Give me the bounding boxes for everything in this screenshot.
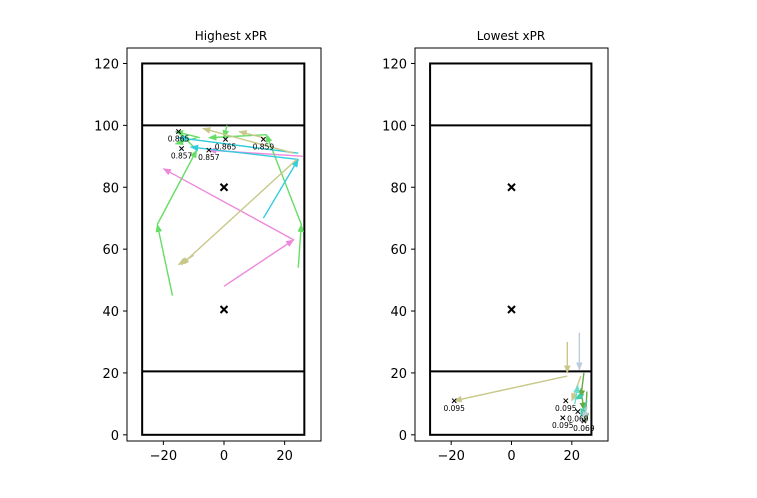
x-tick-label: 0 — [220, 449, 228, 464]
axes-frame — [126, 47, 322, 442]
x-tick-label: 20 — [276, 449, 293, 464]
y-tick-label: 20 — [390, 367, 407, 382]
shot-marker — [260, 136, 266, 142]
shot-xpr-label: 0.069 — [567, 415, 589, 424]
pass-arrow — [156, 149, 198, 225]
shot-xpr-label: 0.095 — [555, 404, 577, 413]
y-tick-label: 80 — [102, 181, 119, 196]
shot-marker — [581, 418, 587, 424]
shot-marker — [179, 146, 185, 152]
chart-panel-highest-xpr: Highest xPR −20 0 20 0 20 40 60 80 100 120 0.865 0.… — [94, 29, 322, 464]
pass-arrow — [201, 127, 294, 154]
shot-xpr-label: 0.857 — [198, 153, 220, 162]
court-spot-marker — [507, 305, 516, 314]
shot-marker — [175, 128, 182, 135]
court-spot-marker — [219, 305, 229, 314]
y-tick-label: 120 — [94, 57, 119, 72]
pass-arrow — [582, 406, 589, 421]
court-outline — [141, 62, 306, 436]
pass-arrow — [238, 130, 264, 139]
pass-arrow — [162, 168, 295, 241]
x-tick-label: −20 — [437, 449, 464, 464]
shot-marker — [575, 409, 581, 415]
y-tick-label: 60 — [390, 243, 407, 258]
pass-arrow — [177, 135, 299, 154]
shot-xpr-label: 0.857 — [171, 152, 193, 161]
shot-marker — [563, 398, 569, 404]
pass-arrow — [189, 144, 299, 161]
x-tick-label: 20 — [564, 449, 581, 464]
y-tick-label: 0 — [399, 429, 407, 444]
x-tick-label: −20 — [150, 449, 177, 464]
pass-arrow — [262, 158, 299, 219]
court-spot-marker — [219, 183, 229, 192]
pass-arrow — [580, 400, 588, 418]
chart-title: Lowest xPR — [477, 29, 545, 43]
pass-arrow — [222, 125, 230, 139]
y-tick-label: 60 — [102, 243, 119, 258]
shot-marker — [222, 136, 229, 142]
shot-xpr-label: 0.069 — [573, 424, 595, 433]
x-tick-label: 0 — [507, 449, 515, 464]
court-outline — [429, 62, 593, 436]
pass-arrow — [297, 223, 305, 268]
pass-arrow — [208, 133, 267, 141]
y-tick-label: 80 — [390, 181, 407, 196]
pass-arrow — [180, 158, 298, 266]
shot-marker — [451, 398, 457, 404]
pass-arrow — [223, 239, 295, 287]
shot-marker — [560, 415, 566, 421]
pass-arrow — [177, 254, 195, 266]
y-tick-label: 20 — [102, 367, 119, 382]
y-tick-label: 40 — [102, 305, 119, 320]
pass-arrow — [573, 384, 580, 404]
pass-arrow — [155, 223, 174, 296]
shot-xpr-label: 0.095 — [443, 404, 465, 413]
shot-xpr-label: 0.095 — [552, 421, 574, 430]
shot-xpr-label: 0.865 — [215, 142, 237, 151]
chart-title: Highest xPR — [195, 29, 267, 43]
y-tick-label: 0 — [111, 429, 119, 444]
y-tick-label: 100 — [382, 119, 407, 134]
y-tick-label: 100 — [94, 119, 119, 134]
shot-xpr-label: 0.865 — [168, 135, 190, 144]
y-tick-label: 40 — [390, 305, 407, 320]
pass-arrow — [453, 375, 568, 403]
shot-xpr-label: 0.859 — [253, 142, 275, 151]
court-spot-marker — [507, 183, 516, 192]
y-tick-label: 120 — [382, 57, 407, 72]
pass-arrow — [579, 388, 587, 411]
shot-marker — [206, 147, 212, 153]
